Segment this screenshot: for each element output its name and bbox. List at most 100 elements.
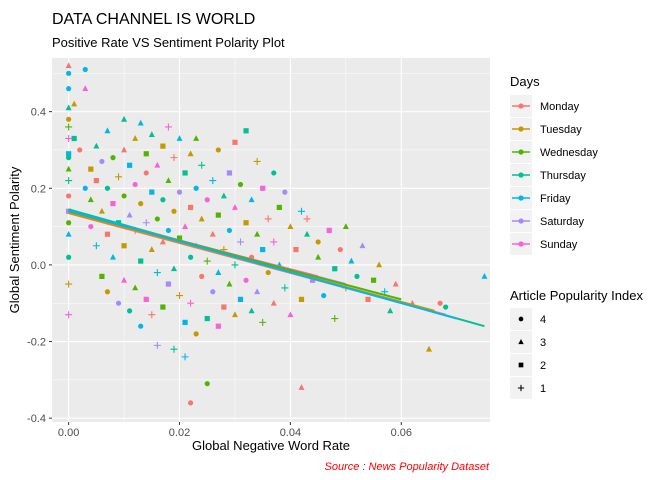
data-point xyxy=(71,100,78,107)
data-point xyxy=(204,197,210,203)
data-point xyxy=(121,193,127,199)
data-point xyxy=(88,223,94,230)
data-point xyxy=(270,299,277,306)
data-point xyxy=(66,151,72,157)
data-point xyxy=(165,177,172,184)
data-point xyxy=(182,319,188,325)
data-point xyxy=(331,315,339,323)
data-point xyxy=(109,253,116,260)
data-point xyxy=(65,230,72,237)
data-point xyxy=(127,162,133,168)
data-point xyxy=(265,269,271,276)
data-point xyxy=(66,155,72,161)
data-point xyxy=(165,227,172,234)
y-tick-label: -0.2 xyxy=(27,337,46,349)
data-point xyxy=(88,166,94,172)
y-tick-label: 0.2 xyxy=(31,183,46,195)
data-point xyxy=(309,277,316,283)
data-point xyxy=(188,254,194,260)
data-point xyxy=(66,254,72,260)
data-point xyxy=(65,165,72,172)
chart-title: DATA CHANNEL IS WORLD xyxy=(52,11,255,28)
y-tick-label: 0.4 xyxy=(31,107,46,119)
data-point xyxy=(303,215,311,223)
data-point xyxy=(82,66,88,73)
data-point xyxy=(127,308,133,314)
legend-key-dot xyxy=(518,103,524,109)
data-point xyxy=(121,146,128,153)
x-tick-label: 0.06 xyxy=(391,427,412,439)
data-point xyxy=(187,299,195,307)
data-point xyxy=(87,196,94,203)
data-point xyxy=(392,280,399,287)
data-point xyxy=(153,269,161,277)
data-point xyxy=(298,296,305,302)
trend-line xyxy=(68,209,458,320)
data-point xyxy=(115,173,123,181)
data-point xyxy=(348,257,355,264)
data-point xyxy=(99,273,105,279)
data-point xyxy=(149,189,155,195)
data-point xyxy=(159,238,166,245)
data-point xyxy=(198,215,205,222)
data-point xyxy=(66,70,72,76)
legend-key-dot xyxy=(518,241,524,247)
data-point xyxy=(99,158,105,165)
data-point xyxy=(65,280,73,288)
data-point xyxy=(332,266,338,272)
days-legend-title: Days xyxy=(510,74,540,89)
data-point xyxy=(138,201,144,207)
data-point xyxy=(121,276,128,283)
legend-key-shape xyxy=(518,316,524,322)
data-point xyxy=(315,253,322,260)
data-point xyxy=(65,62,72,69)
data-point xyxy=(370,277,377,283)
data-point xyxy=(282,189,288,195)
legend-key-dot xyxy=(518,218,524,224)
data-point xyxy=(232,139,238,145)
data-point xyxy=(260,185,266,191)
data-point xyxy=(170,154,178,162)
data-point xyxy=(204,315,210,322)
data-point xyxy=(204,381,210,387)
legend-key-dot xyxy=(518,172,524,178)
data-point xyxy=(243,128,249,134)
data-point xyxy=(354,273,360,279)
data-point xyxy=(132,135,139,141)
data-point xyxy=(176,135,183,141)
data-point xyxy=(209,230,216,237)
data-point xyxy=(199,273,205,279)
data-point xyxy=(104,289,111,295)
data-point xyxy=(132,181,138,188)
data-point xyxy=(138,258,144,264)
data-point xyxy=(231,204,238,210)
data-point xyxy=(153,341,161,349)
x-tick-label: 0.02 xyxy=(169,427,190,439)
data-point xyxy=(293,246,299,253)
legend-label-day: Sunday xyxy=(540,239,578,251)
data-point xyxy=(215,212,221,218)
data-point xyxy=(181,353,189,361)
data-point xyxy=(220,192,227,199)
data-point xyxy=(143,151,149,157)
data-point xyxy=(243,220,249,226)
data-points xyxy=(65,62,488,406)
data-point xyxy=(443,304,449,310)
data-point xyxy=(165,281,172,287)
data-point xyxy=(160,304,166,310)
data-point xyxy=(104,231,111,237)
legend-label-day: Tuesday xyxy=(540,124,582,136)
data-point xyxy=(154,216,160,222)
data-point xyxy=(193,135,200,141)
data-point xyxy=(426,345,433,352)
data-point xyxy=(176,292,184,300)
data-point xyxy=(193,185,199,191)
data-point xyxy=(437,300,443,306)
data-point xyxy=(264,215,272,223)
legend-label-popularity: 4 xyxy=(540,314,546,326)
legend-key-dot xyxy=(518,149,524,155)
data-point xyxy=(226,170,233,176)
data-point xyxy=(82,85,89,92)
data-point xyxy=(215,147,221,153)
